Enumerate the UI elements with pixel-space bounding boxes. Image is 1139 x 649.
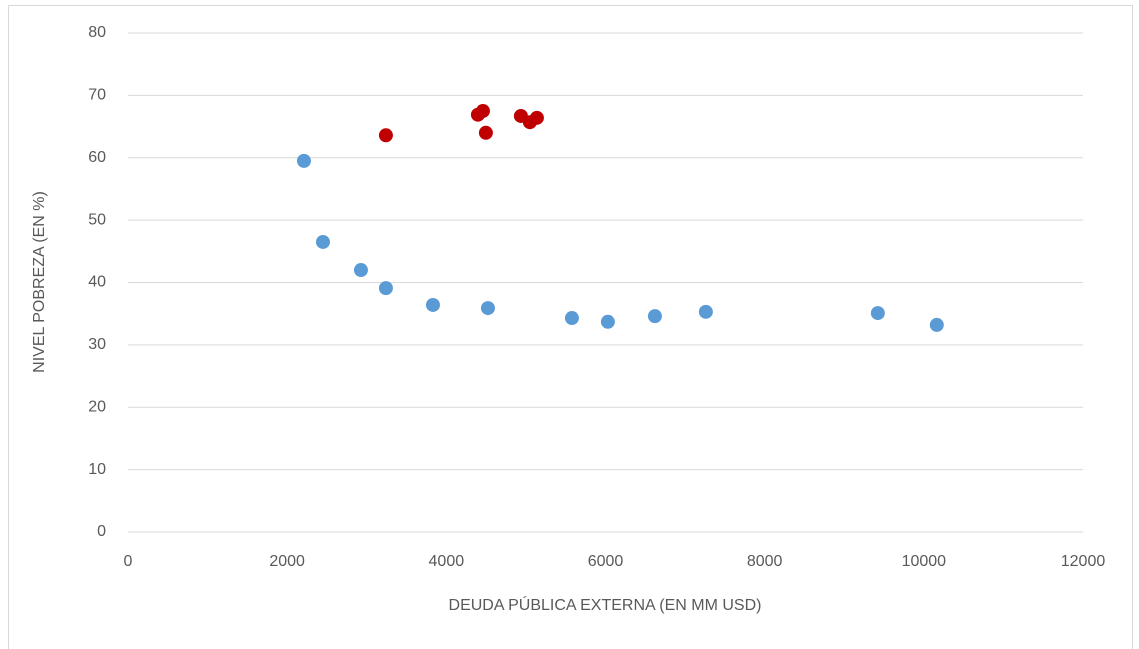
y-tick-label: 0 xyxy=(97,523,106,540)
y-axis-title: NIVEL POBREZA (EN %) xyxy=(31,191,48,373)
scatter-point xyxy=(698,304,713,319)
scatter-point xyxy=(475,103,490,118)
scatter-point xyxy=(600,314,615,329)
y-tick-label: 70 xyxy=(88,87,106,104)
scatter-point xyxy=(480,301,495,316)
scatter-point xyxy=(315,234,330,249)
x-tick-label: 2000 xyxy=(269,553,305,570)
scatter-point xyxy=(478,125,493,140)
x-tick-label: 10000 xyxy=(902,553,947,570)
y-tick-label: 40 xyxy=(88,274,106,291)
y-tick-label: 30 xyxy=(88,336,106,353)
x-tick-label: 8000 xyxy=(747,553,783,570)
scatter-point xyxy=(378,281,393,296)
scatter-point xyxy=(296,153,311,168)
x-tick-label: 4000 xyxy=(429,553,465,570)
x-tick-label: 0 xyxy=(124,553,133,570)
scatter-point xyxy=(929,317,944,332)
scatter-point xyxy=(425,297,440,312)
scatter-point xyxy=(564,311,579,326)
y-tick-label: 20 xyxy=(88,398,106,415)
y-tick-label: 60 xyxy=(88,149,106,166)
chart-border xyxy=(8,5,1133,649)
y-tick-label: 50 xyxy=(88,211,106,228)
x-tick-label: 6000 xyxy=(588,553,624,570)
x-tick-label: 12000 xyxy=(1061,553,1106,570)
scatter-point xyxy=(647,309,662,324)
scatter-point xyxy=(353,263,368,278)
scatter-point xyxy=(529,110,544,125)
y-tick-label: 80 xyxy=(88,24,106,41)
scatter-point xyxy=(378,128,393,143)
x-axis-title: DEUDA PÚBLICA EXTERNA (EN MM USD) xyxy=(449,595,762,614)
scatter-point xyxy=(870,306,885,321)
y-tick-label: 10 xyxy=(88,461,106,478)
